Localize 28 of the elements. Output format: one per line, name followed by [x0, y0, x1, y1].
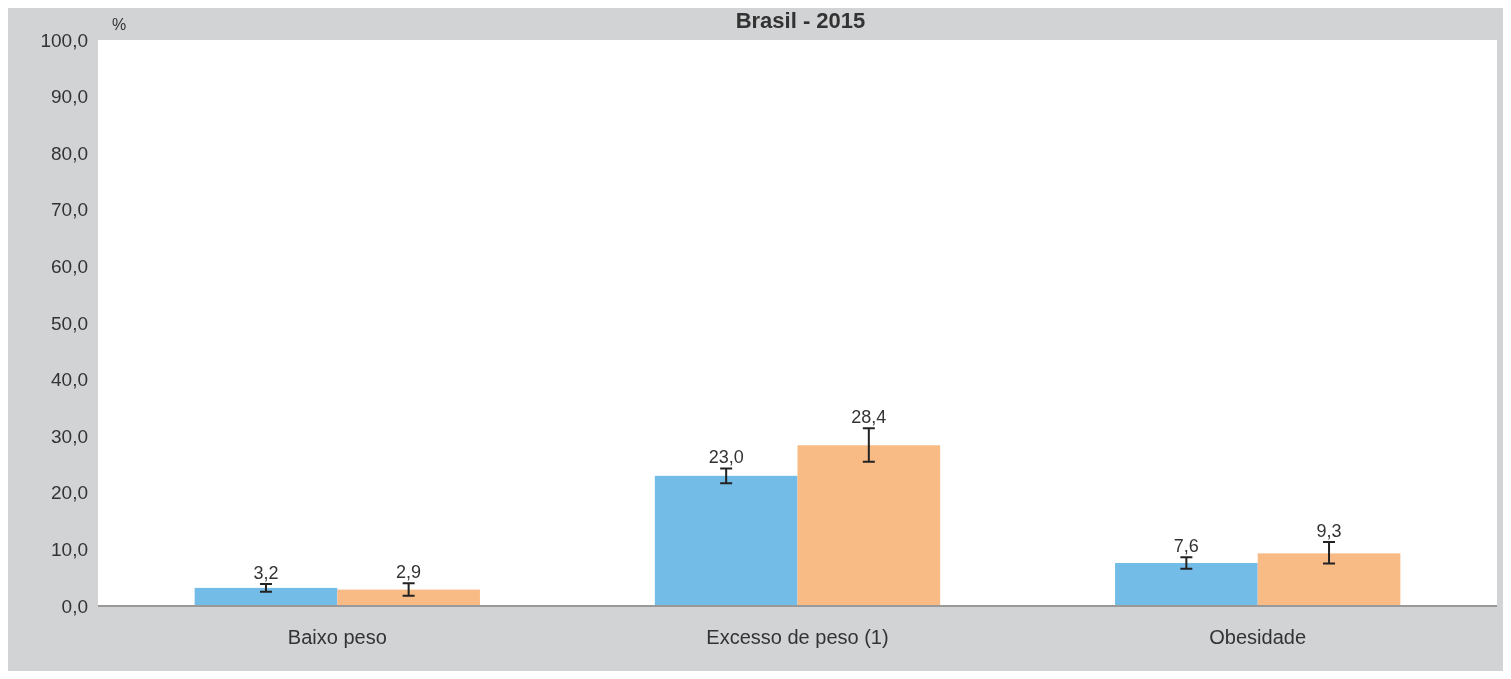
data-label: 3,2: [253, 562, 279, 583]
data-label: 7,6: [1173, 536, 1199, 557]
data-label: 2,9: [396, 562, 422, 583]
y-tick-label: 40,0: [51, 369, 88, 391]
y-axis-title: %: [112, 16, 127, 33]
bar: [654, 475, 798, 606]
data-label: 28,4: [851, 407, 887, 428]
bar: [797, 445, 941, 606]
x-tick-label: Excesso de peso (1): [706, 626, 889, 648]
bar: [194, 587, 338, 606]
y-tick-label: 60,0: [51, 256, 88, 278]
chart-title: Brasil - 2015: [735, 8, 866, 33]
bar: [1115, 562, 1258, 606]
x-tick-label: Baixo peso: [287, 626, 387, 648]
data-label: 23,0: [708, 447, 744, 468]
bar: [337, 589, 480, 606]
y-tick-label: 90,0: [51, 86, 88, 108]
y-tick-label: 100,0: [40, 29, 88, 51]
y-tick-label: 20,0: [51, 482, 88, 504]
y-tick-label: 30,0: [51, 425, 88, 447]
x-tick-label: Obesidade: [1209, 626, 1307, 648]
y-tick-label: 0,0: [61, 595, 88, 617]
y-tick-label: 70,0: [51, 199, 88, 221]
y-tick-label: 10,0: [51, 539, 88, 561]
data-label: 9,3: [1316, 521, 1342, 542]
y-tick-label: 80,0: [51, 142, 88, 164]
bar: [1257, 553, 1401, 606]
y-tick-label: 50,0: [51, 312, 88, 334]
